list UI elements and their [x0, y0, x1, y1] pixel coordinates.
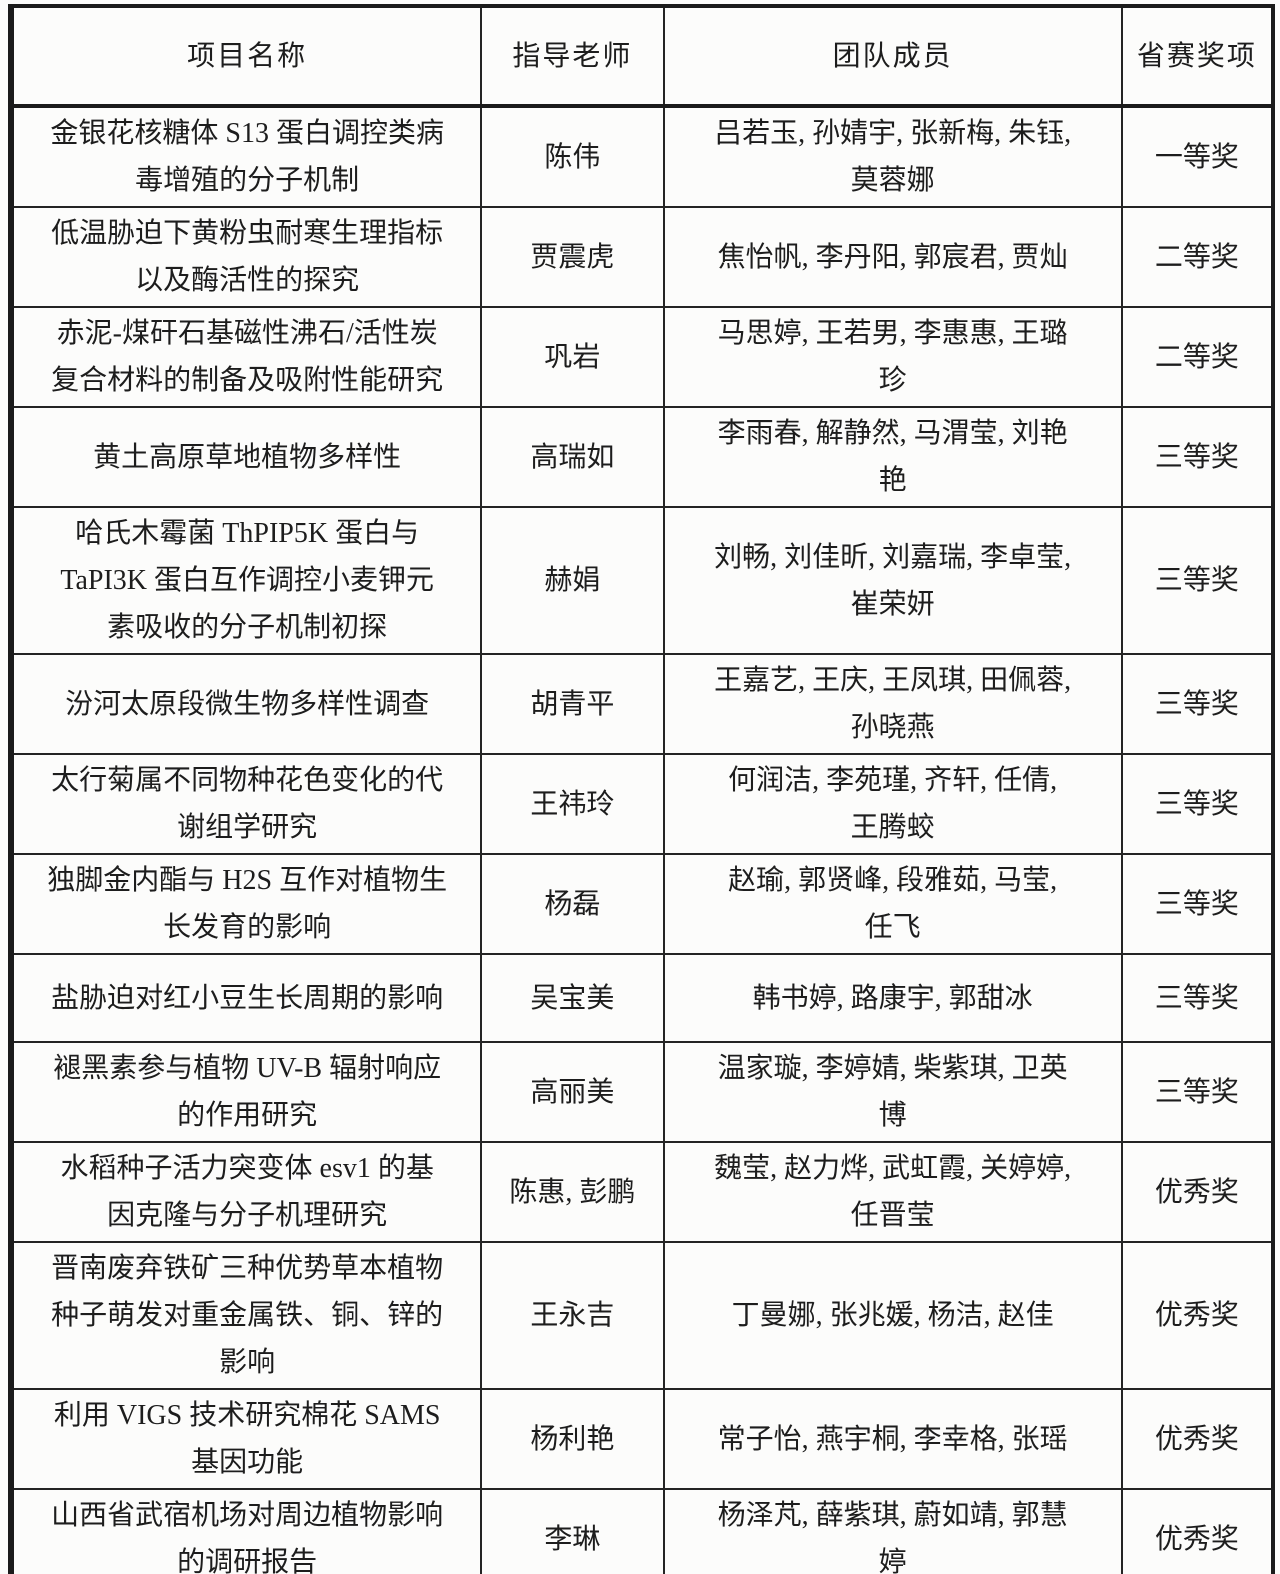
project-cell: 独脚金内酯与 H2S 互作对植物生 长发育的影响: [9, 853, 483, 955]
members-cell: 杨泽芃, 薛紫琪, 蔚如靖, 郭慧 婷: [662, 1488, 1123, 1574]
awards-table: 项目名称 指导老师 团队成员 省赛奖项 金银花核糖体 S13 蛋白调控类病 毒增…: [8, 4, 1275, 1574]
table-row: 独脚金内酯与 H2S 互作对植物生 长发育的影响 杨磊 赵瑜, 郭贤峰, 段雅茹…: [9, 853, 1275, 955]
members-cell: 王嘉艺, 王庆, 王凤琪, 田佩蓉, 孙晓燕: [662, 653, 1123, 755]
award-cell: 二等奖: [1120, 306, 1275, 408]
teacher-cell: 李琳: [480, 1488, 665, 1574]
table-row: 赤泥-煤矸石基磁性沸石/活性炭 复合材料的制备及吸附性能研究 巩岩 马思婷, 王…: [9, 306, 1275, 408]
header-teacher: 指导老师: [480, 5, 665, 108]
table-row: 低温胁迫下黄粉虫耐寒生理指标 以及酶活性的探究 贾震虎 焦怡帆, 李丹阳, 郭宸…: [9, 206, 1275, 308]
award-cell: 三等奖: [1120, 406, 1275, 508]
teacher-cell: 王祎玲: [480, 753, 665, 855]
members-cell: 常子怡, 燕宇桐, 李幸格, 张瑶: [662, 1388, 1123, 1490]
teacher-cell: 杨磊: [480, 853, 665, 955]
teacher-cell: 高瑞如: [480, 406, 665, 508]
members-cell: 韩书婷, 路康宇, 郭甜冰: [662, 953, 1123, 1043]
award-cell: 三等奖: [1120, 753, 1275, 855]
project-cell: 山西省武宿机场对周边植物影响 的调研报告: [9, 1488, 483, 1574]
project-cell: 赤泥-煤矸石基磁性沸石/活性炭 复合材料的制备及吸附性能研究: [9, 306, 483, 408]
teacher-cell: 巩岩: [480, 306, 665, 408]
award-cell: 优秀奖: [1120, 1141, 1275, 1243]
table-row: 褪黑素参与植物 UV-B 辐射响应 的作用研究 高丽美 温家璇, 李婷婧, 柴紫…: [9, 1041, 1275, 1143]
award-cell: 优秀奖: [1120, 1488, 1275, 1574]
teacher-cell: 贾震虎: [480, 206, 665, 308]
table-row: 哈氏木霉菌 ThPIP5K 蛋白与 TaPI3K 蛋白互作调控小麦钾元 素吸收的…: [9, 506, 1275, 655]
teacher-cell: 陈惠, 彭鹏: [480, 1141, 665, 1243]
teacher-cell: 高丽美: [480, 1041, 665, 1143]
teacher-cell: 胡青平: [480, 653, 665, 755]
project-cell: 汾河太原段微生物多样性调查: [9, 653, 483, 755]
header-award: 省赛奖项: [1120, 5, 1275, 108]
members-cell: 温家璇, 李婷婧, 柴紫琪, 卫英 博: [662, 1041, 1123, 1143]
members-cell: 何润洁, 李苑瑾, 齐轩, 任倩, 王腾蛟: [662, 753, 1123, 855]
table-row: 水稻种子活力突变体 esv1 的基 因克隆与分子机理研究 陈惠, 彭鹏 魏莹, …: [9, 1141, 1275, 1243]
members-cell: 吕若玉, 孙婧宇, 张新梅, 朱钰, 莫蓉娜: [662, 105, 1123, 208]
award-cell: 优秀奖: [1120, 1388, 1275, 1490]
members-cell: 焦怡帆, 李丹阳, 郭宸君, 贾灿: [662, 206, 1123, 308]
award-cell: 优秀奖: [1120, 1241, 1275, 1390]
project-cell: 褪黑素参与植物 UV-B 辐射响应 的作用研究: [9, 1041, 483, 1143]
table-header-row: 项目名称 指导老师 团队成员 省赛奖项: [9, 5, 1275, 108]
members-cell: 李雨春, 解静然, 马渭莹, 刘艳 艳: [662, 406, 1123, 508]
award-cell: 三等奖: [1120, 1041, 1275, 1143]
table-row: 太行菊属不同物种花色变化的代 谢组学研究 王祎玲 何润洁, 李苑瑾, 齐轩, 任…: [9, 753, 1275, 855]
teacher-cell: 赫娟: [480, 506, 665, 655]
table-row: 晋南废弃铁矿三种优势草本植物 种子萌发对重金属铁、铜、锌的 影响 王永吉 丁曼娜…: [9, 1241, 1275, 1390]
project-cell: 黄土高原草地植物多样性: [9, 406, 483, 508]
project-cell: 晋南废弃铁矿三种优势草本植物 种子萌发对重金属铁、铜、锌的 影响: [9, 1241, 483, 1390]
project-cell: 金银花核糖体 S13 蛋白调控类病 毒增殖的分子机制: [9, 105, 483, 208]
award-cell: 一等奖: [1120, 105, 1275, 208]
teacher-cell: 王永吉: [480, 1241, 665, 1390]
members-cell: 丁曼娜, 张兆媛, 杨洁, 赵佳: [662, 1241, 1123, 1390]
members-cell: 刘畅, 刘佳昕, 刘嘉瑞, 李卓莹, 崔荣妍: [662, 506, 1123, 655]
award-cell: 二等奖: [1120, 206, 1275, 308]
teacher-cell: 陈伟: [480, 105, 665, 208]
table-row: 黄土高原草地植物多样性 高瑞如 李雨春, 解静然, 马渭莹, 刘艳 艳 三等奖: [9, 406, 1275, 508]
project-cell: 低温胁迫下黄粉虫耐寒生理指标 以及酶活性的探究: [9, 206, 483, 308]
members-cell: 魏莹, 赵力烨, 武虹霞, 关婷婷, 任晋莹: [662, 1141, 1123, 1243]
table-row: 盐胁迫对红小豆生长周期的影响 吴宝美 韩书婷, 路康宇, 郭甜冰 三等奖: [9, 953, 1275, 1043]
members-cell: 赵瑜, 郭贤峰, 段雅茹, 马莹, 任飞: [662, 853, 1123, 955]
table-row: 汾河太原段微生物多样性调查 胡青平 王嘉艺, 王庆, 王凤琪, 田佩蓉, 孙晓燕…: [9, 653, 1275, 755]
header-project-name: 项目名称: [9, 5, 483, 108]
table-row: 山西省武宿机场对周边植物影响 的调研报告 李琳 杨泽芃, 薛紫琪, 蔚如靖, 郭…: [9, 1488, 1275, 1574]
project-cell: 盐胁迫对红小豆生长周期的影响: [9, 953, 483, 1043]
teacher-cell: 杨利艳: [480, 1388, 665, 1490]
table-row: 金银花核糖体 S13 蛋白调控类病 毒增殖的分子机制 陈伟 吕若玉, 孙婧宇, …: [9, 105, 1275, 208]
members-cell: 马思婷, 王若男, 李惠惠, 王璐 珍: [662, 306, 1123, 408]
project-cell: 太行菊属不同物种花色变化的代 谢组学研究: [9, 753, 483, 855]
table-row: 利用 VIGS 技术研究棉花 SAMS 基因功能 杨利艳 常子怡, 燕宇桐, 李…: [9, 1388, 1275, 1490]
header-members: 团队成员: [662, 5, 1123, 108]
project-cell: 哈氏木霉菌 ThPIP5K 蛋白与 TaPI3K 蛋白互作调控小麦钾元 素吸收的…: [9, 506, 483, 655]
project-cell: 水稻种子活力突变体 esv1 的基 因克隆与分子机理研究: [9, 1141, 483, 1243]
teacher-cell: 吴宝美: [480, 953, 665, 1043]
award-cell: 三等奖: [1120, 653, 1275, 755]
award-cell: 三等奖: [1120, 953, 1275, 1043]
award-cell: 三等奖: [1120, 853, 1275, 955]
project-cell: 利用 VIGS 技术研究棉花 SAMS 基因功能: [9, 1388, 483, 1490]
award-cell: 三等奖: [1120, 506, 1275, 655]
